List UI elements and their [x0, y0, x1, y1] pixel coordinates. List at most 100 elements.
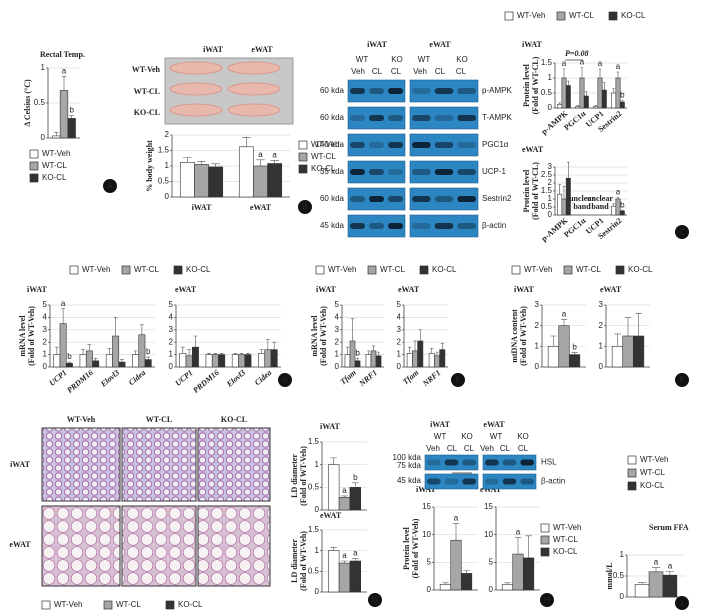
significance-label: a: [580, 58, 585, 67]
error-bar: [207, 353, 211, 355]
legend-swatch: [29, 173, 39, 183]
y-tick-label: 0: [43, 362, 48, 371]
photo-row-label: WT-CL: [134, 87, 160, 96]
bar: [205, 354, 213, 368]
y-axis-label: mmol/L: [605, 562, 614, 589]
bar: [258, 353, 266, 368]
y-tick-label: 0: [169, 362, 174, 371]
blot-band: [457, 142, 476, 148]
bar: [547, 346, 560, 368]
panel-letter: F: [680, 376, 685, 385]
error-bar: [558, 102, 561, 105]
y-tick-label: 0: [315, 587, 320, 596]
y-tick-label: 2.5: [541, 170, 553, 179]
legend-swatch: [298, 164, 308, 174]
legend-label: KO-CL: [311, 164, 336, 173]
chart-title: iWAT: [416, 485, 437, 494]
blot-band: [412, 169, 431, 175]
blot-membrane: [347, 214, 406, 238]
y-tick-label: 1: [315, 460, 320, 469]
error-bar: [651, 567, 661, 572]
error-bar: [61, 308, 66, 324]
blot-band: [350, 196, 365, 202]
note-line: band: [573, 202, 591, 211]
blot-treatment: CL: [372, 67, 383, 76]
chart-title: eWAT: [480, 485, 502, 494]
blot-treatment: Veh: [351, 67, 365, 76]
blot-treatment: Veh: [426, 444, 440, 453]
y-tick-label: 0: [427, 585, 432, 594]
bar: [611, 92, 617, 109]
error-bar: [330, 457, 337, 465]
y-axis-label: Protein level: [522, 169, 531, 213]
bar: [557, 193, 563, 216]
blot-band: [502, 459, 517, 466]
legend-swatch: [29, 149, 39, 159]
error-bar: [598, 68, 602, 78]
blot-band: [462, 478, 476, 485]
error-bar: [571, 352, 578, 355]
bar: [179, 161, 195, 198]
error-bar: [435, 351, 439, 356]
error-bar: [242, 137, 251, 147]
y-tick-label: 1.5: [158, 146, 170, 155]
bar: [211, 354, 219, 368]
y-tick-label: 5: [397, 300, 402, 309]
y-axis-label: mtDNA content: [510, 309, 519, 363]
blot-band: [350, 88, 365, 94]
panel-letter-badge: [451, 373, 465, 387]
bar: [52, 135, 61, 139]
legend-swatch: [103, 600, 113, 610]
error-bar: [54, 132, 59, 136]
error-bar: [635, 312, 642, 336]
blot-size: 140 kda: [316, 140, 345, 149]
blot-band: [427, 478, 441, 485]
error-bar: [514, 537, 522, 555]
blot-marker: Sestrin2: [482, 194, 512, 203]
histology-row-label: iWAT: [10, 460, 31, 469]
blot-band: [369, 142, 384, 148]
error-bar: [239, 353, 244, 355]
error-bar: [560, 319, 568, 326]
significance-label: b: [355, 348, 360, 357]
annotation: P=0.08: [565, 49, 588, 58]
bar: [375, 355, 382, 368]
blot-band: [444, 459, 459, 466]
fat-pad: [227, 61, 281, 75]
y-tick-label: 0: [315, 505, 320, 514]
blot-tissue: iWAT: [367, 40, 388, 49]
legend-swatch: [563, 265, 573, 275]
blot-band: [412, 142, 431, 148]
blot-genotype: KO: [517, 432, 529, 441]
y-tick-label: 1: [620, 550, 625, 559]
legend-label: WT-CL: [576, 265, 601, 274]
significance-label: a: [272, 151, 277, 160]
bar: [231, 354, 239, 368]
bar: [561, 198, 567, 216]
legend-swatch: [615, 265, 625, 275]
error-bar: [413, 340, 417, 351]
blot-membrane: [409, 106, 479, 130]
y-tick-label: 0.5: [541, 88, 553, 97]
y-tick-label: 15: [422, 502, 431, 511]
significance-label: a: [616, 62, 621, 71]
panel-letter: D: [282, 376, 288, 385]
y-tick-label: 2: [43, 337, 48, 346]
bar: [632, 335, 645, 368]
error-bar: [366, 350, 370, 355]
significance-label: b: [69, 106, 74, 115]
y-tick-label: 10: [422, 530, 431, 539]
significance-label: b: [620, 91, 625, 100]
chart-title: eWAT: [175, 285, 197, 294]
error-bar: [580, 67, 584, 78]
legend-label: WT-Veh: [82, 265, 110, 274]
significance-label: b: [146, 347, 151, 356]
y-tick-label: 0.5: [308, 482, 320, 491]
y-tick-label: 1: [548, 194, 553, 203]
error-bar: [612, 203, 615, 207]
error-bar: [440, 343, 444, 350]
blot-genotype: KO: [456, 55, 468, 64]
bar: [112, 335, 120, 368]
bar: [522, 557, 535, 591]
blot-band: [388, 223, 403, 229]
